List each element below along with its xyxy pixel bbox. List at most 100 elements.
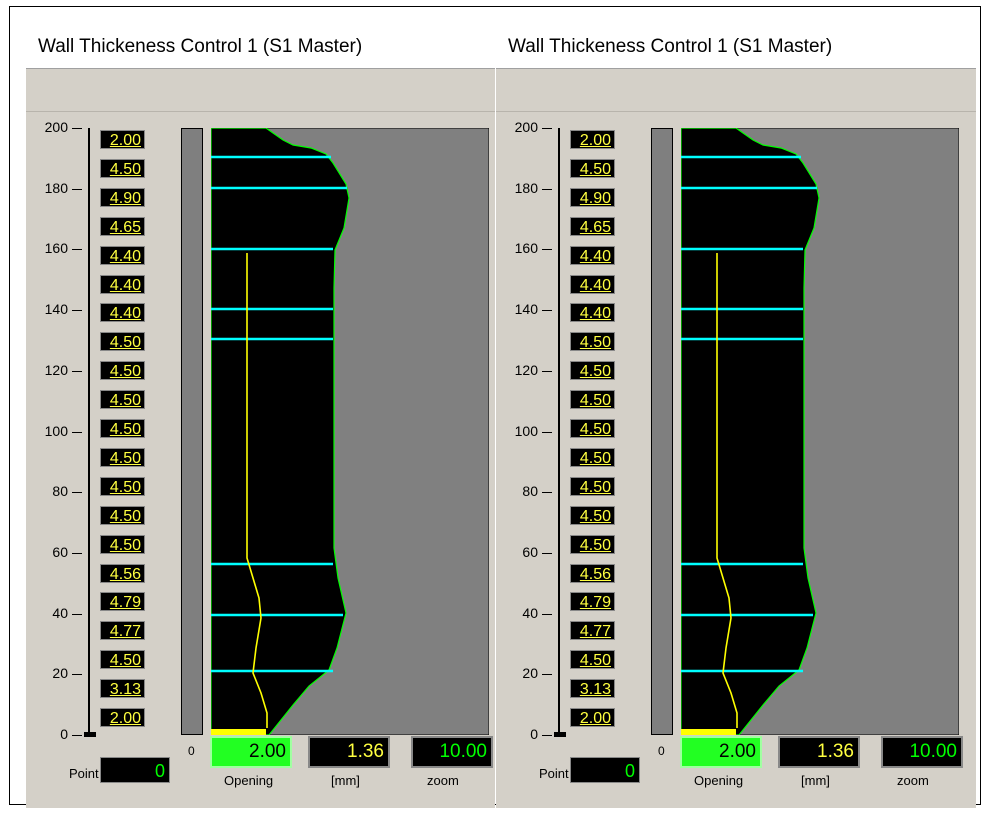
axis-tick	[72, 310, 82, 312]
axis-tick	[72, 370, 82, 372]
point-value-box[interactable]: 2.00	[570, 130, 615, 149]
point-value-box[interactable]: 4.40	[570, 245, 615, 265]
axis-tick-label: 100	[514, 422, 538, 439]
thickness-profile	[681, 128, 820, 735]
point-value-box[interactable]: 4.50	[570, 332, 615, 352]
axis-tick	[542, 370, 552, 372]
axis-tick	[542, 492, 552, 494]
panel-content: 200 180 160 140 120 100 80 60 40 20 0 2.00 4.50 4.90…	[496, 112, 976, 808]
mm-field[interactable]: 1.36	[308, 736, 390, 768]
point-value-box[interactable]: 4.56	[100, 563, 145, 583]
actual-curve	[716, 253, 738, 728]
axis-line	[558, 128, 560, 735]
opening-marker	[211, 729, 266, 735]
point-value-box[interactable]: 4.50	[100, 390, 145, 410]
zero-label: 0	[188, 744, 195, 758]
point-value-box[interactable]: 4.65	[570, 216, 615, 236]
axis-tick	[542, 128, 552, 129]
mm-field[interactable]: 1.36	[778, 736, 860, 768]
zero-label: 0	[658, 744, 665, 758]
axis-tick-label: 20	[52, 665, 68, 682]
axis-tick-label: 180	[514, 179, 538, 196]
axis-tick	[72, 249, 82, 251]
point-value-box[interactable]: 2.00	[570, 708, 615, 727]
zero-marker	[84, 732, 96, 737]
point-value-box[interactable]: 4.50	[570, 650, 615, 670]
point-value-box[interactable]: 4.56	[570, 563, 615, 583]
point-value-box[interactable]: 4.77	[570, 621, 615, 641]
point-value-box[interactable]: 4.50	[570, 158, 615, 178]
point-value-box[interactable]: 2.00	[100, 130, 145, 149]
opening-field[interactable]: 2.00	[210, 736, 292, 768]
point-field[interactable]: 0	[100, 757, 170, 783]
profile-plot[interactable]	[681, 128, 959, 735]
axis-tick	[72, 431, 82, 433]
point-label: Point	[69, 766, 99, 781]
thin-track	[181, 128, 203, 735]
axis-tick	[542, 188, 552, 190]
axis-tick	[542, 552, 552, 554]
point-value-box[interactable]: 4.79	[570, 592, 615, 612]
axis-tick	[542, 735, 552, 736]
point-value-box[interactable]: 4.90	[570, 187, 615, 207]
opening-field[interactable]: 2.00	[680, 736, 762, 768]
point-value-box[interactable]: 4.50	[100, 332, 145, 352]
point-value-box[interactable]: 4.50	[570, 505, 615, 525]
axis-tick	[542, 310, 552, 312]
point-value-box[interactable]: 4.50	[570, 534, 615, 554]
axis-tick-label: 200	[44, 119, 68, 135]
point-value-box[interactable]: 4.40	[100, 303, 145, 323]
point-label: Point	[539, 766, 569, 781]
opening-label: Opening	[224, 773, 274, 788]
point-value-box[interactable]: 4.40	[570, 274, 615, 294]
point-value-box[interactable]: 4.50	[570, 476, 615, 496]
point-value-box[interactable]: 3.13	[570, 679, 615, 699]
opening-marker	[681, 729, 736, 735]
point-value-box[interactable]: 4.50	[100, 476, 145, 496]
zoom-field[interactable]: 10.00	[881, 736, 963, 768]
axis-tick-label: 100	[44, 422, 68, 439]
axis-tick-label: 160	[44, 240, 68, 257]
point-value-box[interactable]: 4.65	[100, 216, 145, 236]
axis-tick-label: 20	[522, 665, 538, 682]
axis-tick	[72, 188, 82, 190]
point-value-box[interactable]: 2.00	[100, 708, 145, 727]
point-value-box[interactable]: 4.50	[100, 534, 145, 554]
axis-tick	[72, 674, 82, 676]
point-value-box[interactable]: 4.50	[100, 447, 145, 467]
axis-tick	[72, 128, 82, 129]
point-value-box[interactable]: 4.50	[570, 419, 615, 438]
panel-title: Wall Thickeness Control 1 (S1 Master)	[508, 36, 833, 57]
panel-title: Wall Thickeness Control 1 (S1 Master)	[38, 36, 363, 57]
axis-tick-label: 180	[44, 179, 68, 196]
point-value-box[interactable]: 4.50	[100, 505, 145, 525]
axis-tick-label: 0	[60, 726, 68, 742]
point-value-box[interactable]: 4.50	[100, 419, 145, 438]
point-value-box[interactable]: 4.50	[570, 447, 615, 467]
toolbar-strip	[26, 69, 495, 112]
thickness-profile	[211, 128, 350, 735]
point-value-box[interactable]: 4.50	[100, 158, 145, 178]
point-value-box[interactable]: 3.13	[100, 679, 145, 699]
point-value-box[interactable]: 4.50	[100, 361, 145, 381]
point-value-box[interactable]: 4.79	[100, 592, 145, 612]
point-value-box[interactable]: 4.77	[100, 621, 145, 641]
point-value-box[interactable]: 4.50	[570, 390, 615, 410]
zoom-field[interactable]: 10.00	[411, 736, 493, 768]
thin-track	[651, 128, 673, 735]
axis-tick-label: 80	[52, 483, 68, 500]
profile-plot[interactable]	[211, 128, 489, 735]
point-value-box[interactable]: 4.40	[100, 245, 145, 265]
axis-tick-label: 60	[522, 543, 538, 560]
point-field[interactable]: 0	[570, 757, 640, 783]
point-value-box[interactable]: 4.90	[100, 187, 145, 207]
axis-tick	[542, 674, 552, 676]
axis-tick	[542, 249, 552, 251]
zoom-label: zoom	[427, 773, 459, 788]
point-value-box[interactable]: 4.50	[570, 361, 615, 381]
point-value-box[interactable]: 4.40	[570, 303, 615, 323]
axis-tick	[542, 613, 552, 615]
point-value-box[interactable]: 4.40	[100, 274, 145, 294]
point-value-box[interactable]: 4.50	[100, 650, 145, 670]
axis-tick	[542, 431, 552, 433]
